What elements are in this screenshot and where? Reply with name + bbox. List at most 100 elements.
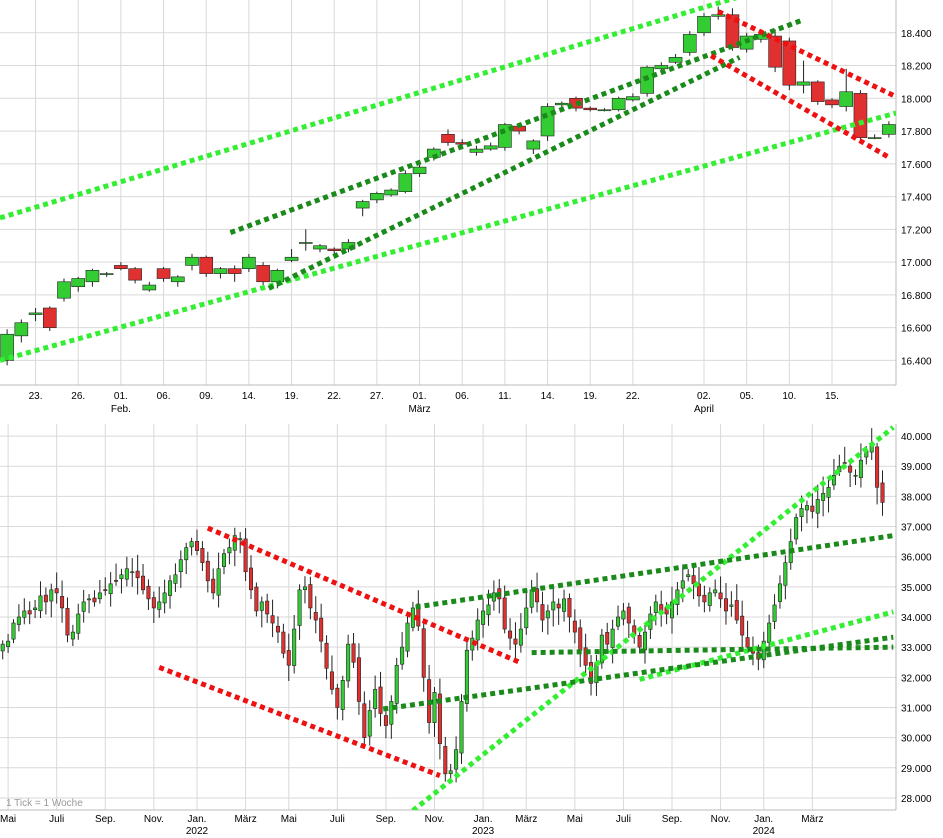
candle — [43, 594, 48, 603]
x-tick-label: 22. — [327, 391, 341, 402]
candle — [302, 586, 307, 591]
y-tick-label: 33.000 — [901, 643, 932, 654]
candle — [329, 671, 334, 690]
candle — [578, 627, 583, 651]
candle — [443, 746, 448, 775]
candle — [242, 256, 256, 269]
y-tick-label: 18.200 — [901, 62, 932, 73]
candle — [616, 616, 621, 627]
x-tick-label: Juli — [330, 814, 345, 825]
candle — [189, 541, 194, 548]
candle — [227, 547, 232, 554]
candle — [454, 749, 459, 770]
candle — [772, 604, 777, 622]
x-tick-label: Juli — [616, 814, 631, 825]
candle — [839, 91, 854, 107]
candle — [535, 588, 540, 603]
candle — [799, 508, 804, 517]
x-tick-label: Sep. — [95, 814, 116, 825]
candle — [200, 548, 205, 564]
candle — [459, 701, 464, 754]
candle — [682, 34, 697, 53]
candle — [81, 601, 86, 612]
y-tick-label: 31.000 — [901, 703, 932, 714]
candle — [6, 640, 11, 647]
candle — [669, 601, 674, 619]
candle — [556, 603, 561, 609]
candle — [135, 570, 140, 579]
x-tick-sublabel: 2024 — [753, 826, 776, 837]
x-tick-label: März — [234, 814, 256, 825]
candle — [437, 693, 442, 744]
candle — [227, 268, 242, 274]
candle — [256, 265, 270, 283]
y-tick-label: 28.000 — [901, 794, 932, 805]
x-tick-label: Sep. — [376, 814, 397, 825]
candle — [168, 580, 173, 596]
candle — [513, 638, 518, 645]
candle — [275, 625, 280, 633]
candle — [648, 613, 653, 630]
candle — [108, 583, 113, 595]
candle — [114, 580, 119, 582]
candle — [141, 575, 146, 591]
candle — [783, 562, 788, 586]
candle — [853, 93, 868, 138]
x-tick-label: 01. — [114, 391, 128, 402]
trendline-red — [206, 525, 522, 666]
candle — [49, 589, 54, 602]
candle — [858, 459, 863, 478]
trendline-red — [717, 9, 896, 99]
candle — [60, 596, 65, 609]
candle — [621, 610, 626, 620]
candle — [713, 589, 718, 594]
candle — [205, 560, 210, 582]
candle — [707, 592, 712, 606]
y-tick-label: 39.000 — [901, 462, 932, 473]
x-tick-label: 06. — [157, 391, 171, 402]
candle — [398, 173, 413, 192]
candle — [292, 628, 297, 666]
candle — [370, 193, 384, 201]
x-tick-label: 06. — [455, 391, 469, 402]
candle — [92, 597, 97, 603]
candle — [119, 574, 124, 580]
candle — [448, 770, 453, 775]
candle — [734, 600, 739, 621]
candle — [389, 701, 394, 725]
candle — [796, 81, 811, 86]
candle — [156, 268, 171, 279]
candle — [265, 600, 270, 615]
candle — [777, 583, 782, 602]
candle — [178, 559, 183, 572]
candle — [151, 597, 156, 609]
candle — [270, 615, 275, 624]
y-tick-label: 17.400 — [901, 193, 932, 204]
candle — [71, 278, 86, 288]
y-tick-label: 18.000 — [901, 94, 932, 105]
candle — [16, 616, 21, 625]
bottom-chart-weekly: 28.000 29.000 30.000 31.000 32.000 33.000 34.0… — [0, 424, 932, 837]
candle — [668, 57, 683, 63]
candle — [597, 109, 612, 112]
candle — [483, 145, 498, 150]
candle — [610, 628, 615, 648]
candle — [87, 598, 92, 601]
candle — [545, 610, 550, 619]
x-tick-label: 19. — [285, 391, 299, 402]
candle — [711, 14, 726, 17]
trendline-light-green — [0, 0, 738, 221]
x-tick-label: 26. — [71, 391, 85, 402]
candle — [810, 505, 815, 512]
x-tick-sublabel: 2023 — [472, 826, 495, 837]
candle — [11, 622, 16, 640]
candle — [238, 538, 243, 541]
candle — [400, 646, 405, 665]
candle — [99, 273, 114, 275]
candle — [524, 607, 529, 629]
candle — [680, 580, 685, 589]
candle — [853, 474, 858, 477]
candle — [254, 586, 259, 612]
candle — [605, 632, 610, 645]
candle — [243, 538, 248, 573]
